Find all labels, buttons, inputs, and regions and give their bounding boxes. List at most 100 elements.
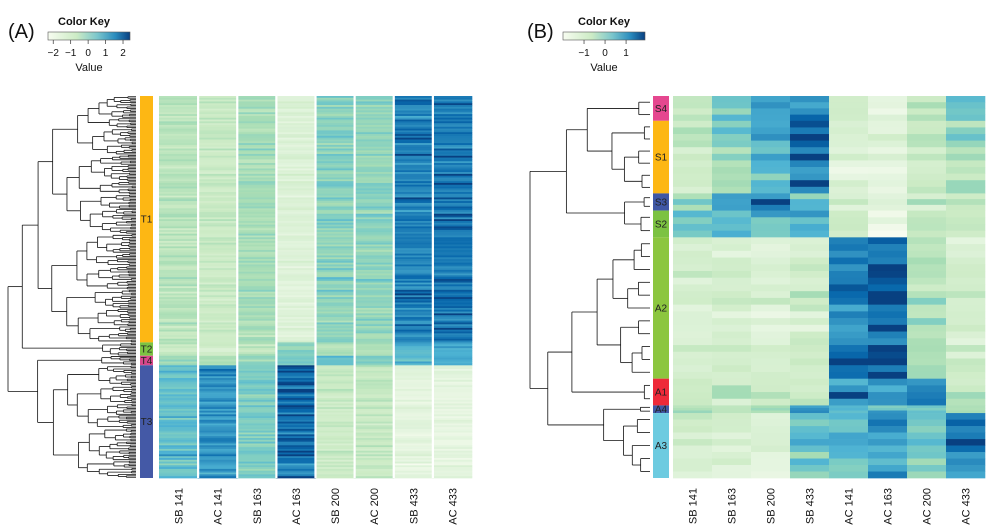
heatmap-cell [432,199,473,202]
heatmap-cell [159,222,199,225]
column-label: SB 163 [252,488,264,524]
heatmap-cell [432,186,473,189]
heatmap-cell [432,322,473,325]
heatmap-cell [198,271,238,274]
heatmap-cell [354,430,395,433]
heatmap-cell [673,297,713,305]
heatmap-cell [354,467,395,470]
panel-a-color-key: Color Key −2 −1 0 1 2 Value [48,16,131,74]
heatmap-cell [159,224,199,227]
heatmap-cell [393,385,434,388]
heatmap-cell [432,470,473,473]
heatmap-cell [276,192,316,195]
heatmap-cell [237,257,277,260]
heatmap-cell [393,144,434,148]
heatmap-cell [159,199,199,202]
heatmap-cell [237,320,277,323]
heatmap-cell [276,317,316,320]
heatmap-cell [946,160,986,168]
heatmap-cell [237,450,277,453]
heatmap-cell [432,370,473,373]
heatmap-cell [354,374,395,377]
heatmap-cell [712,445,752,453]
heatmap-cell [198,273,238,276]
heatmap-cell [237,288,277,291]
heatmap-cell [354,340,395,343]
heatmap-cell [868,230,908,238]
heatmap-cell [237,396,277,399]
heatmap-cell [159,124,199,128]
heatmap-cell [198,157,238,160]
heatmap-cell [276,242,316,245]
heatmap-cell [159,134,199,137]
heatmap-cell [354,211,395,215]
heatmap-cell [354,300,395,303]
heatmap-cell [354,181,395,184]
heatmap-cell [393,372,434,375]
heatmap-cell [393,407,434,410]
heatmap-cell [198,476,238,479]
heatmap-cell [790,284,830,292]
heatmap-cell [354,202,395,206]
heatmap-cell [868,257,908,265]
heatmap-cell [276,367,316,370]
heatmap-cell [159,439,199,442]
heatmap-cell [829,410,869,414]
heatmap-cell [159,235,199,238]
heatmap-cell [315,351,355,355]
heatmap-cell [198,454,238,457]
heatmap-cell [829,385,869,393]
heatmap-cell [315,188,355,191]
cluster-label: T3 [141,417,153,428]
heatmap-cell [276,182,316,186]
heatmap-cell [432,259,473,262]
heatmap-cell [393,307,434,311]
heatmap-cell [237,115,277,119]
heatmap-cell [432,476,473,479]
heatmap-cell [198,459,238,462]
heatmap-cell [237,434,277,437]
heatmap-cell [276,282,316,285]
heatmap-cell [393,293,434,296]
heatmap-cell [159,304,199,307]
heatmap-cell [393,126,434,129]
heatmap-cell [432,139,473,142]
heatmap-cell [159,215,199,218]
heatmap-cell [315,333,355,336]
heatmap-cell [354,322,395,325]
heatmap-cell [393,99,434,102]
heatmap-cell [198,408,238,412]
heatmap-cell [432,206,473,209]
heatmap-cell [354,235,395,238]
heatmap-cell [354,461,395,464]
heatmap-cell [946,244,986,252]
heatmap-cell [946,331,986,339]
heatmap-cell [237,385,277,388]
heatmap-cell [432,278,473,282]
heatmap-cell [237,297,277,300]
heatmap-cell [237,363,277,366]
heatmap-cell [237,432,277,435]
heatmap-cell [829,413,869,420]
heatmap-cell [432,388,473,392]
heatmap-cell [432,230,473,233]
heatmap-cell [159,152,199,155]
heatmap-cell [198,331,238,334]
heatmap-cell [315,445,355,448]
heatmap-cell [315,114,355,117]
heatmap-cell [354,204,395,207]
heatmap-cell [237,208,277,211]
heatmap-cell [946,223,986,232]
heatmap-cell [159,302,199,305]
heatmap-cell [907,407,947,411]
heatmap-cell [393,333,434,336]
heatmap-cell [432,195,473,198]
heatmap-cell [673,318,713,326]
heatmap-cell [276,315,316,318]
heatmap-cell [276,134,316,137]
heatmap-cell [159,365,199,368]
heatmap-cell [712,304,752,312]
heatmap-cell [198,324,238,327]
heatmap-cell [432,141,473,144]
heatmap-cell [829,217,869,225]
